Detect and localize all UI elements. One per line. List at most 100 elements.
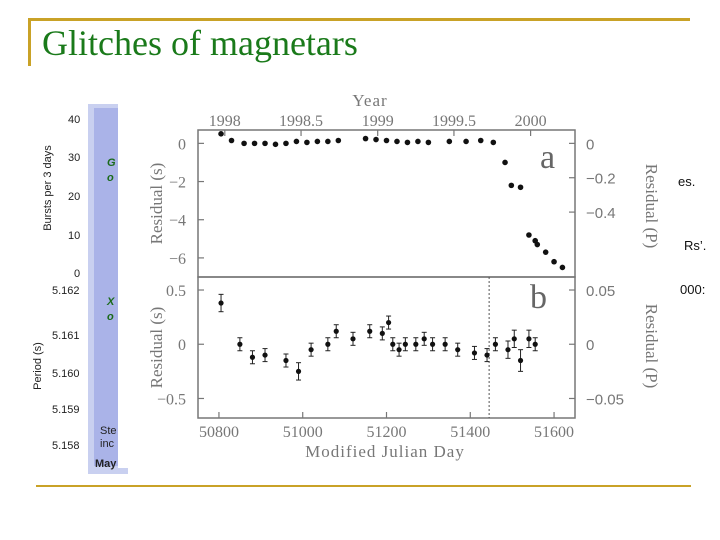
panel-a-data-point [335,137,342,144]
panel-b-letter: b [530,279,547,316]
panel-b-data-point [511,336,517,342]
panel-a-data-point [228,137,235,144]
panel-b-y-tick-label: 0.5 [166,283,186,300]
panel-a-data-point [241,140,247,147]
panel-b-ylabel: Residual (s) [147,307,166,389]
bg-label-o1: o [107,172,114,184]
year-tick-label: 1998.5 [279,113,323,130]
panel-a-data-point [551,258,557,265]
panel-b-y-tick-label: −0.5 [157,391,186,408]
bg-label-o2: o [107,311,114,323]
panel-b-right-tick-label: −0.05 [586,391,624,408]
panel-b-x-tick-label: 51600 [534,424,574,441]
bg-label-inc: inc [100,438,115,450]
panel-b: 50800 51000 51200 51400 51600 Modified Julian… [147,276,661,461]
panel-a-data-point [283,140,289,147]
panel-b-data-point [492,341,499,347]
bg-tick-5159: 5.159 [52,404,80,416]
panel-b-data-point [350,336,356,342]
bg-tick-20: 20 [68,191,81,203]
panel-b-data-point [517,357,524,364]
panel-a-data-point [415,138,421,145]
bg-tick-10: 10 [68,230,81,242]
panel-a-data-point [251,140,258,147]
panel-a-data-point [463,138,469,145]
panel-a-right-tick-label: −0.2 [586,171,616,188]
panel-b-data-point [218,300,224,306]
year-tick-label: 1999.5 [432,113,476,130]
bg-tick-5161: 5.161 [52,330,80,342]
panel-a-data-point [218,131,224,137]
panel-b-data-point [526,336,532,342]
panel-b-data-point [295,368,302,374]
panel-b-data-point [455,347,461,353]
panel-a-data-point [314,138,321,145]
panel-b-data-point [505,347,511,353]
year-axis-title: Year [352,91,387,110]
panel-a-data-point [293,138,300,145]
panel-b-data-point [283,357,289,364]
panel-a-data-point [446,138,453,145]
panel-a-right-tick-label: −0.4 [586,205,616,222]
panel-b-x-tick-label: 50800 [199,424,239,441]
panel-b-data-point [237,341,243,347]
panel-b-data-point [421,336,427,342]
panel-a-data-point [383,137,390,144]
panel-b-x-tick-label: 51200 [367,424,407,441]
frame-bottom-rule [36,485,691,487]
panel-b-data-point [367,328,373,334]
panel-a-letter: a [540,139,555,176]
bg-tick-0: 0 [74,268,81,280]
panel-a-data-point [362,135,369,142]
panel-a-data-point [404,139,411,146]
panel-b-data-point [429,341,436,347]
bg-label-may: May [95,458,117,470]
panel-b-data-point [484,352,490,358]
bg-tick-30: 30 [68,152,81,164]
side-text-3: 000: [680,282,706,297]
panel-b-data-point [471,350,478,356]
panel-a-ylabel: Residual (s) [147,163,166,245]
panel-b-y-tick-label: 0 [178,337,186,354]
panel-a-y-tick-label: −2 [169,175,186,192]
panel-a-data-point [325,138,331,145]
panel-a-data-point [526,232,532,238]
panel-a-data-point [490,139,497,146]
panel-a-y-tick-label: −4 [169,213,186,230]
panel-a-data-point [559,264,566,271]
side-text-2: Rs’. [684,238,707,253]
panel-b-x-tick-label: 51000 [283,424,323,441]
panel-b-data-point [442,341,448,347]
bg-label-ste: Ste [100,425,117,437]
panel-b-data-point [333,328,339,334]
year-tick-label: 2000 [515,113,547,130]
panel-a-y-tick-label: 0 [178,136,186,153]
panel-a-data-point [425,139,432,146]
slide-title: Glitches of magnetars [42,23,358,63]
frame-top-rule [28,18,690,21]
panel-b-data-point [308,347,314,353]
year-tick-label: 1998 [209,113,241,130]
panel-a-data-point [373,136,379,143]
panel-b-right-ylabel: Residual (P) [642,304,661,389]
panel-b-xlabel: Modified Julian Day [305,442,465,461]
panel-a-data-point [502,159,508,166]
panel-b-data-point [390,341,396,347]
bg-tick-40: 40 [68,114,81,126]
bg-tick-5158: 5.158 [52,440,80,452]
bg-tick-5162: 5.162 [52,285,80,297]
year-tick-label: 1999 [362,113,394,130]
panel-b-data-point [385,319,392,326]
figure-background [118,88,663,468]
panel-b-right-tick-label: 0 [586,337,594,354]
panel-a-right-ylabel: Residual (P) [642,164,661,249]
panel-b-data-point [413,341,419,347]
bg-tick-5160: 5.160 [52,368,80,380]
panel-b-data-point [325,341,331,347]
frame-left-rule [28,18,31,66]
bg-label-x: X [107,296,115,308]
panel-b-data-point [402,341,408,347]
panel-b-x-tick-label: 51400 [450,424,490,441]
panel-b-data-point [249,354,256,360]
side-text-1: es. [678,174,696,189]
